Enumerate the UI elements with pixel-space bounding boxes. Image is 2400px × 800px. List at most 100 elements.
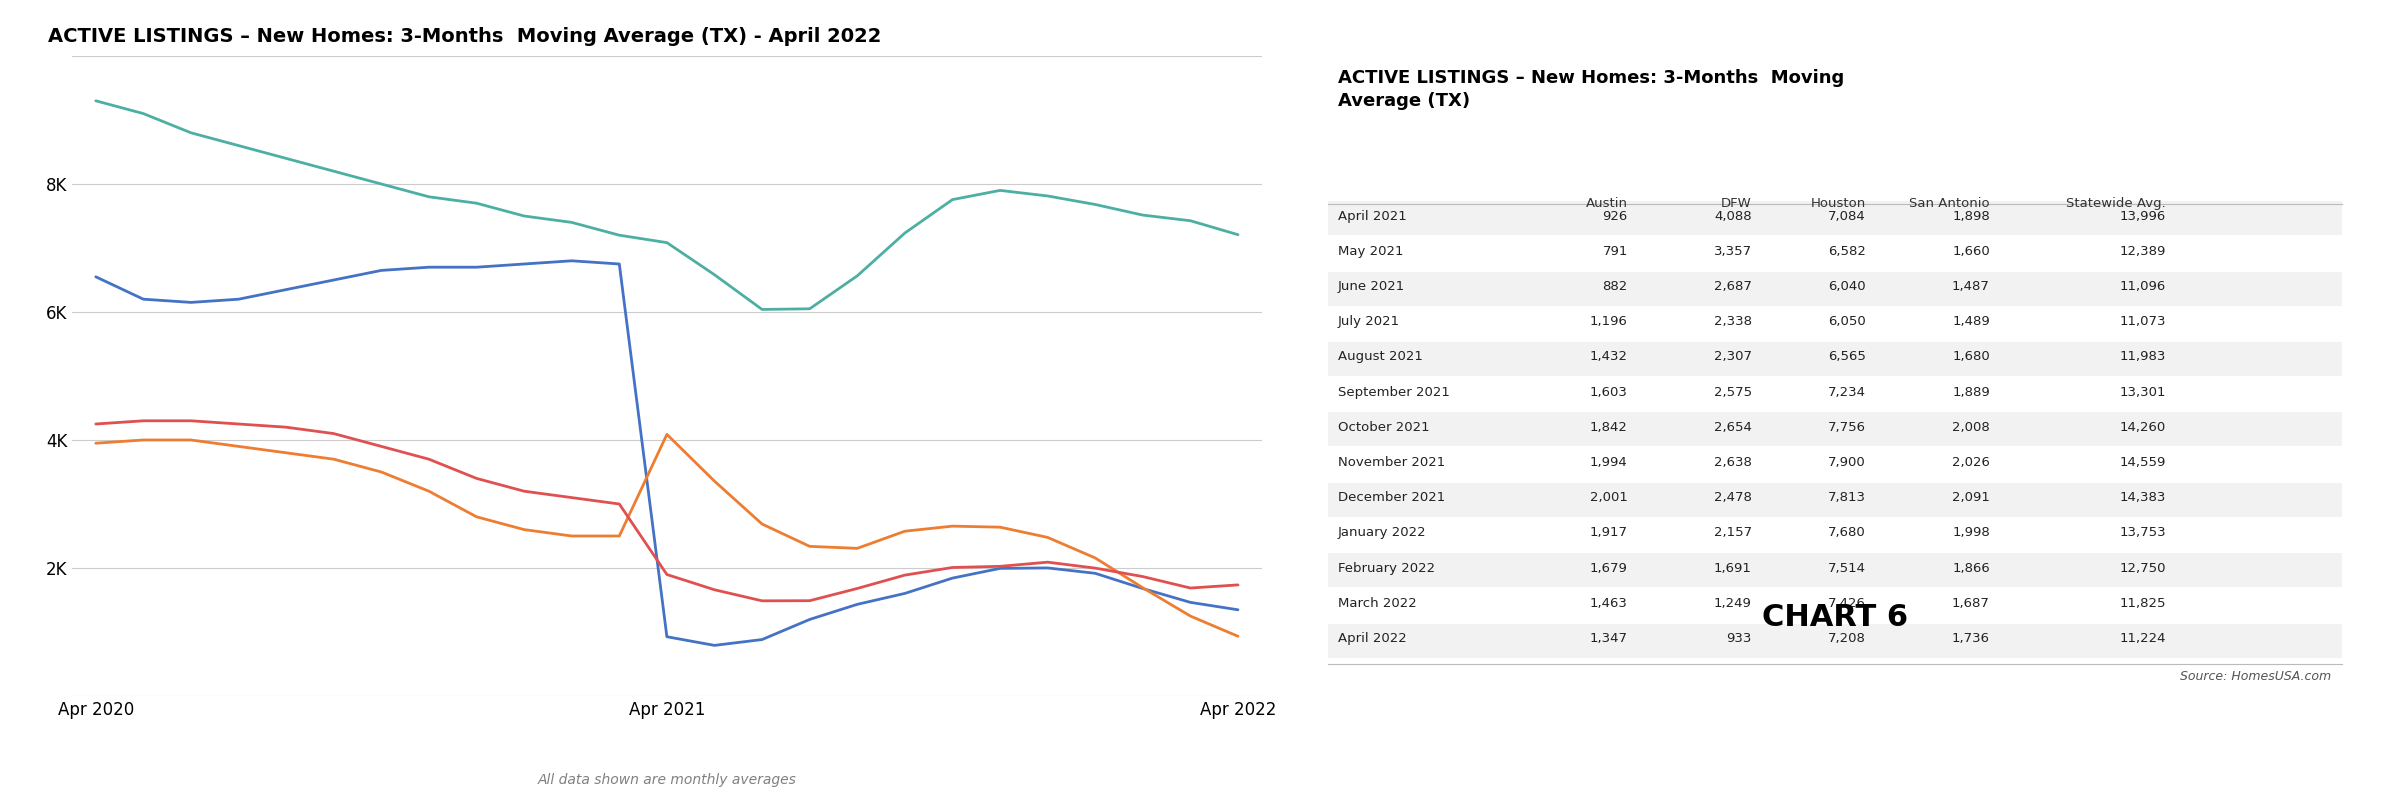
Text: November 2021: November 2021 — [1339, 456, 1445, 469]
Text: 1,898: 1,898 — [1951, 210, 1990, 222]
Text: August 2021: August 2021 — [1339, 350, 1423, 363]
FancyBboxPatch shape — [1327, 518, 2342, 552]
Text: 926: 926 — [1603, 210, 1627, 222]
Text: 2,008: 2,008 — [1951, 421, 1990, 434]
FancyBboxPatch shape — [1327, 378, 2342, 411]
Text: Source: HomesUSA.com: Source: HomesUSA.com — [2179, 670, 2330, 683]
Text: January 2022: January 2022 — [1339, 526, 1426, 539]
Text: 1,489: 1,489 — [1951, 315, 1990, 328]
Text: 2,654: 2,654 — [1714, 421, 1752, 434]
Text: Statewide Avg.: Statewide Avg. — [2066, 197, 2165, 210]
Text: April 2021: April 2021 — [1339, 210, 1406, 222]
Text: 14,559: 14,559 — [2119, 456, 2165, 469]
Text: CHART 6: CHART 6 — [1762, 603, 1908, 632]
Text: 1,736: 1,736 — [1951, 632, 1990, 645]
FancyBboxPatch shape — [1327, 202, 2342, 235]
Text: 1,687: 1,687 — [1951, 597, 1990, 610]
Text: 3,357: 3,357 — [1714, 245, 1752, 258]
Text: Austin: Austin — [1586, 197, 1627, 210]
Text: 2,026: 2,026 — [1951, 456, 1990, 469]
Text: 1,994: 1,994 — [1591, 456, 1627, 469]
Text: 6,040: 6,040 — [1829, 280, 1865, 293]
Text: All data shown are monthly averages: All data shown are monthly averages — [538, 773, 797, 787]
FancyBboxPatch shape — [1327, 554, 2342, 587]
Text: 1,463: 1,463 — [1589, 597, 1627, 610]
Text: 1,196: 1,196 — [1589, 315, 1627, 328]
Text: 2,478: 2,478 — [1714, 491, 1752, 504]
Text: 7,680: 7,680 — [1829, 526, 1865, 539]
Text: 7,084: 7,084 — [1829, 210, 1865, 222]
Text: 2,687: 2,687 — [1714, 280, 1752, 293]
FancyBboxPatch shape — [1327, 342, 2342, 376]
Text: DFW: DFW — [1721, 197, 1752, 210]
Text: 1,679: 1,679 — [1589, 562, 1627, 574]
Text: 7,900: 7,900 — [1829, 456, 1865, 469]
Text: 1,680: 1,680 — [1951, 350, 1990, 363]
Text: 12,750: 12,750 — [2119, 562, 2165, 574]
Text: 12,389: 12,389 — [2119, 245, 2165, 258]
FancyBboxPatch shape — [1327, 272, 2342, 306]
Text: 1,889: 1,889 — [1951, 386, 1990, 398]
Text: 11,983: 11,983 — [2119, 350, 2165, 363]
Text: May 2021: May 2021 — [1339, 245, 1404, 258]
Text: 1,917: 1,917 — [1589, 526, 1627, 539]
Text: 14,383: 14,383 — [2119, 491, 2165, 504]
Text: 7,813: 7,813 — [1829, 491, 1865, 504]
Text: 1,842: 1,842 — [1589, 421, 1627, 434]
Text: 1,432: 1,432 — [1589, 350, 1627, 363]
Text: 11,224: 11,224 — [2119, 632, 2165, 645]
Text: 1,866: 1,866 — [1951, 562, 1990, 574]
Text: 6,050: 6,050 — [1829, 315, 1865, 328]
Text: 1,603: 1,603 — [1589, 386, 1627, 398]
FancyBboxPatch shape — [1327, 624, 2342, 658]
Text: February 2022: February 2022 — [1339, 562, 1435, 574]
Text: 13,753: 13,753 — [2119, 526, 2165, 539]
Text: 2,638: 2,638 — [1714, 456, 1752, 469]
Text: 1,347: 1,347 — [1589, 632, 1627, 645]
Text: 1,998: 1,998 — [1951, 526, 1990, 539]
Text: 6,582: 6,582 — [1829, 245, 1865, 258]
Text: 791: 791 — [1603, 245, 1627, 258]
Text: 7,234: 7,234 — [1829, 386, 1865, 398]
Text: 4,088: 4,088 — [1714, 210, 1752, 222]
Text: 2,307: 2,307 — [1714, 350, 1752, 363]
Text: 6,565: 6,565 — [1829, 350, 1865, 363]
Text: San Antonio: San Antonio — [1910, 197, 1990, 210]
Text: 882: 882 — [1603, 280, 1627, 293]
Text: 1,249: 1,249 — [1714, 597, 1752, 610]
Text: June 2021: June 2021 — [1339, 280, 1406, 293]
FancyBboxPatch shape — [1327, 589, 2342, 622]
Text: 7,208: 7,208 — [1829, 632, 1865, 645]
Text: 2,338: 2,338 — [1714, 315, 1752, 328]
Text: 2,091: 2,091 — [1951, 491, 1990, 504]
Text: 1,660: 1,660 — [1951, 245, 1990, 258]
Text: 1,487: 1,487 — [1951, 280, 1990, 293]
Text: 11,096: 11,096 — [2119, 280, 2165, 293]
Text: 14,260: 14,260 — [2119, 421, 2165, 434]
Text: 7,426: 7,426 — [1829, 597, 1865, 610]
FancyBboxPatch shape — [1327, 307, 2342, 341]
Text: Houston: Houston — [1810, 197, 1865, 210]
FancyBboxPatch shape — [1327, 448, 2342, 482]
Text: 11,073: 11,073 — [2119, 315, 2165, 328]
FancyBboxPatch shape — [1327, 483, 2342, 517]
Text: March 2022: March 2022 — [1339, 597, 1416, 610]
Text: 13,301: 13,301 — [2119, 386, 2165, 398]
FancyBboxPatch shape — [1327, 237, 2342, 270]
Text: 11,825: 11,825 — [2119, 597, 2165, 610]
Text: 7,514: 7,514 — [1829, 562, 1865, 574]
Text: 7,756: 7,756 — [1829, 421, 1865, 434]
FancyBboxPatch shape — [1327, 413, 2342, 446]
Text: 2,001: 2,001 — [1589, 491, 1627, 504]
Text: July 2021: July 2021 — [1339, 315, 1399, 328]
Text: 13,996: 13,996 — [2119, 210, 2165, 222]
Text: April 2022: April 2022 — [1339, 632, 1406, 645]
Text: December 2021: December 2021 — [1339, 491, 1445, 504]
Text: 1,691: 1,691 — [1714, 562, 1752, 574]
Text: 2,157: 2,157 — [1714, 526, 1752, 539]
Text: September 2021: September 2021 — [1339, 386, 1450, 398]
Text: ACTIVE LISTINGS – New Homes: 3-Months  Moving
Average (TX): ACTIVE LISTINGS – New Homes: 3-Months Mo… — [1339, 69, 1843, 110]
Text: 933: 933 — [1726, 632, 1752, 645]
Text: October 2021: October 2021 — [1339, 421, 1430, 434]
Text: 2,575: 2,575 — [1714, 386, 1752, 398]
